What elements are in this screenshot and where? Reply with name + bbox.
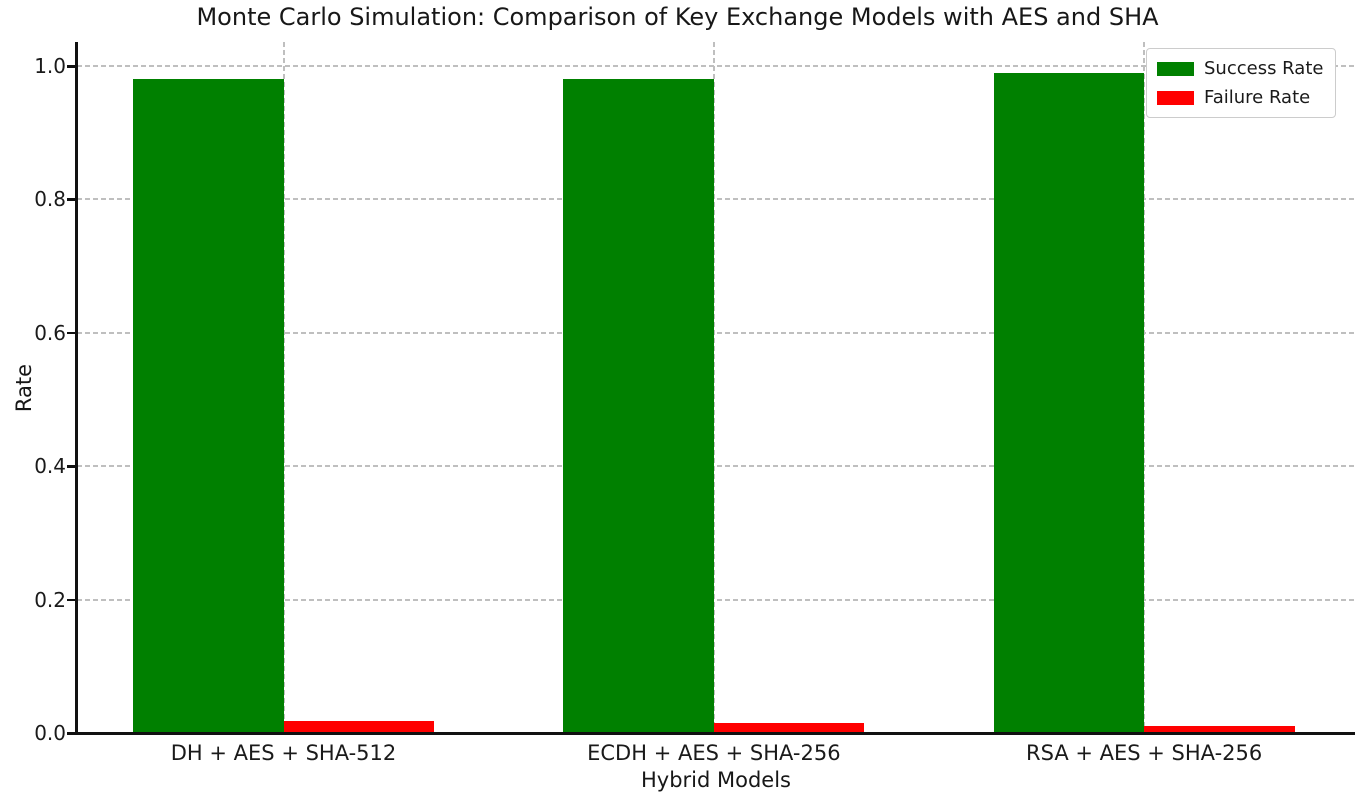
x-tick-label: RSA + AES + SHA-256 xyxy=(1026,741,1263,765)
legend-label-failure-rate: Failure Rate xyxy=(1204,87,1311,108)
bar-failure-rate xyxy=(1144,726,1295,733)
y-tick-label: 0.0 xyxy=(34,721,66,745)
legend-item-failure-rate: Failure Rate xyxy=(1157,87,1323,108)
bar-success-rate xyxy=(563,79,714,733)
bar-failure-rate xyxy=(713,723,865,733)
y-tick-mark xyxy=(67,65,76,68)
y-tick-mark xyxy=(67,331,76,335)
y-gridline xyxy=(77,198,1355,201)
legend-swatch-failure-icon xyxy=(1157,90,1194,105)
y-gridline xyxy=(77,331,1355,334)
y-gridline xyxy=(77,65,1355,67)
y-axis-title: Rate xyxy=(12,363,36,412)
y-tick-label: 1.0 xyxy=(34,54,66,78)
y-tick-mark xyxy=(67,598,76,602)
chart-title: Monte Carlo Simulation: Comparison of Ke… xyxy=(196,3,1159,31)
x-axis-title: Hybrid Models xyxy=(640,768,791,792)
x-gridline xyxy=(282,42,285,733)
x-axis-line xyxy=(75,732,1355,735)
plot-area xyxy=(75,42,1355,735)
y-tick-label: 0.4 xyxy=(34,454,66,479)
y-tick-label: 0.2 xyxy=(34,587,66,612)
x-tick-label: ECDH + AES + SHA-256 xyxy=(587,741,841,765)
x-gridline xyxy=(1143,42,1146,733)
x-gridline xyxy=(712,42,715,733)
bar-success-rate xyxy=(132,79,284,733)
y-tick-label: 0.8 xyxy=(34,187,66,212)
legend-label-success-rate: Success Rate xyxy=(1204,58,1324,79)
y-tick-mark xyxy=(67,465,76,468)
legend: Success Rate Failure Rate xyxy=(1146,48,1337,118)
bar-failure-rate xyxy=(283,721,435,733)
y-gridline xyxy=(77,598,1355,601)
y-axis-spine xyxy=(75,42,78,735)
legend-item-success-rate: Success Rate xyxy=(1157,58,1323,79)
legend-swatch-success-icon xyxy=(1157,61,1194,76)
y-tick-label: 0.6 xyxy=(34,320,66,345)
y-axis-title-container: Rate xyxy=(9,42,39,733)
y-gridline xyxy=(77,465,1355,468)
y-tick-mark xyxy=(67,732,76,735)
y-tick-mark xyxy=(67,198,76,201)
x-tick-label: DH + AES + SHA-512 xyxy=(170,741,397,765)
bar-success-rate xyxy=(993,72,1145,733)
